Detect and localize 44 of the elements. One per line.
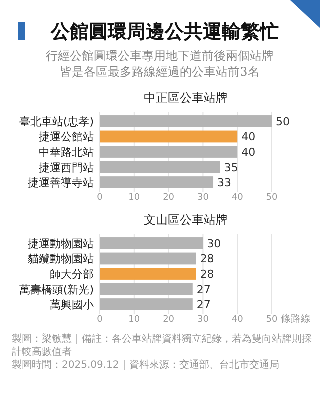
chart-title: 中正區公車站牌 [144, 91, 228, 105]
x-tick-label: 40 [232, 193, 244, 203]
data-label: 40 [242, 146, 256, 159]
data-label: 35 [224, 161, 238, 174]
y-tick-label: 臺北車站(忠孝) [19, 115, 94, 128]
data-label: 27 [196, 283, 211, 296]
data-label: 28 [200, 268, 214, 281]
x-tick-label: 0 [97, 193, 104, 203]
y-tick-label: 萬壽橋頭(新光) [19, 283, 94, 296]
data-label: 50 [276, 115, 290, 128]
text: 製圖時間：2025.09.12｜資料來源：交通部、台北市交通局 [12, 359, 280, 371]
bar [100, 146, 238, 158]
x-tick-label: 50 [266, 193, 278, 203]
y-tick-label: 捷運動物園站 [28, 237, 94, 250]
data-label: 33 [218, 176, 232, 190]
x-axis-title: 條路線 [281, 313, 311, 325]
x-tick-label: 10 [128, 315, 140, 325]
text: 行經公館圓環公車專用地下道前後兩個站牌皆是各區最多路線經過的公車站前3名 [46, 49, 274, 79]
x-tick-label: 40 [232, 315, 244, 325]
y-tick-label: 萬興國小 [50, 298, 94, 312]
text: 公館圓環周邊公共運輸繁忙 [50, 21, 279, 43]
y-tick-label: 師大分部 [50, 268, 94, 281]
data-label: 28 [200, 252, 214, 266]
x-tick-label: 20 [163, 315, 175, 325]
data-label: 40 [242, 130, 256, 144]
y-tick-label: 捷運善導寺站 [28, 176, 94, 190]
x-tick-label: 20 [163, 193, 175, 203]
bar [100, 116, 272, 128]
data-label: 27 [196, 298, 211, 312]
bar [100, 130, 238, 143]
x-tick-label: 50 [266, 315, 278, 325]
data-label: 30 [207, 237, 222, 250]
x-tick-label: 30 [197, 193, 210, 203]
bar [100, 161, 220, 174]
text: 製圖：梁敏慧｜備註：各公車站牌資料獨立紀錄，若為雙向站牌則採計較高數值者 [12, 333, 312, 358]
y-tick-label: 捷運公館站 [39, 130, 94, 144]
x-tick-label: 10 [128, 193, 140, 203]
x-tick-label: 0 [97, 315, 104, 325]
bar [100, 176, 214, 188]
y-tick-label: 捷運西門站 [39, 161, 94, 174]
y-tick-label: 中華路北站 [39, 146, 94, 159]
chart-title: 文山區公車站牌 [144, 213, 228, 227]
y-tick-label: 貓纜動物園站 [28, 252, 94, 266]
x-tick-label: 30 [197, 315, 210, 325]
